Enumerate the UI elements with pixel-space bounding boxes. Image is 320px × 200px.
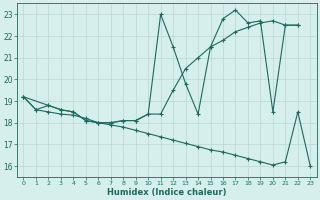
X-axis label: Humidex (Indice chaleur): Humidex (Indice chaleur): [107, 188, 227, 197]
